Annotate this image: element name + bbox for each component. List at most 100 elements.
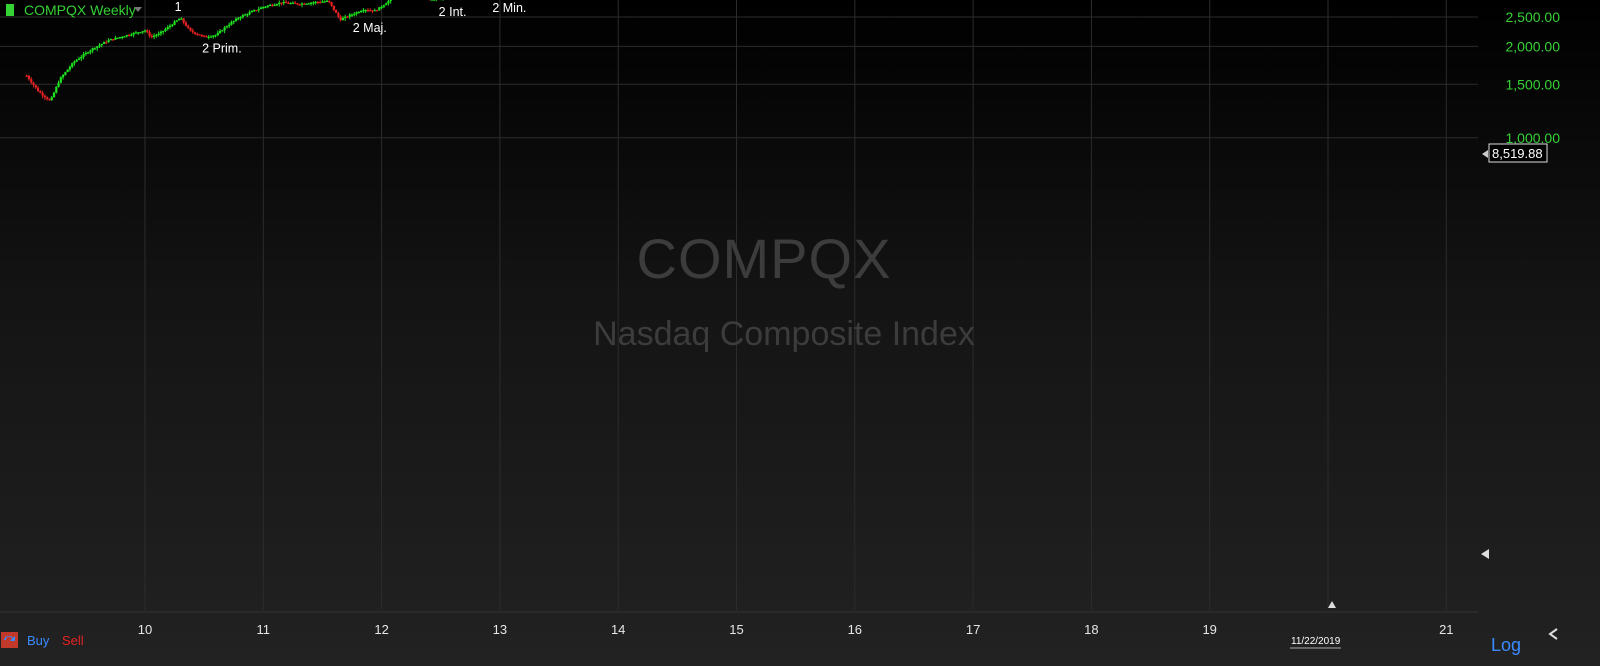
scroll-up-arrow-icon[interactable]: [1328, 601, 1336, 608]
candle-body: [309, 2, 313, 4]
candle-body: [337, 12, 340, 17]
x-tick-label: 18: [1084, 622, 1098, 637]
y-tick-label: 3,000.00: [1506, 0, 1561, 1]
candle-body: [355, 12, 358, 14]
candle-body: [171, 24, 174, 26]
candle-body: [264, 6, 267, 8]
candle-body: [262, 6, 265, 9]
candle-body: [312, 2, 315, 4]
candle-body: [187, 25, 190, 28]
candle-body: [123, 36, 126, 38]
sell-button[interactable]: Sell: [62, 633, 84, 648]
candle-body: [55, 86, 58, 93]
candle-body: [143, 30, 147, 32]
candle-body: [298, 4, 301, 6]
scroll-left-arrow-icon[interactable]: [1481, 549, 1489, 559]
candle-body: [150, 35, 153, 38]
candle-body: [366, 9, 370, 12]
candle-body: [289, 3, 292, 5]
candle-body: [214, 35, 217, 37]
candle-body: [248, 12, 251, 15]
candle-body: [159, 31, 163, 34]
candle-body: [294, 2, 297, 4]
candle-body: [178, 18, 181, 21]
candle-body: [373, 10, 376, 12]
buy-button[interactable]: Buy: [27, 633, 50, 648]
chevron-left-icon[interactable]: [1548, 628, 1558, 640]
x-tick-label: 16: [848, 622, 862, 637]
candle-body: [57, 82, 60, 87]
candle-body: [36, 87, 40, 92]
candle-body: [148, 32, 151, 36]
candle-body: [216, 32, 219, 36]
candle-body: [375, 10, 379, 12]
candle-body: [107, 40, 110, 43]
candle-body: [360, 11, 363, 13]
candle-body: [382, 5, 385, 7]
candle-body: [432, 0, 436, 1]
candle-body: [284, 1, 288, 4]
refresh-button[interactable]: [1, 632, 18, 648]
candle-body: [357, 12, 360, 14]
candle-body: [353, 13, 356, 16]
symbol-label: COMPQX Weekly: [24, 2, 136, 18]
candle-body: [153, 35, 156, 37]
candle-body: [175, 20, 178, 22]
date-tag: 11/22/2019: [1290, 636, 1341, 649]
candle-body: [39, 91, 42, 93]
x-tick-label: 13: [493, 622, 507, 637]
candle-body: [46, 97, 49, 100]
candle-body: [221, 30, 224, 32]
candle-body: [87, 52, 90, 54]
candle-body: [96, 46, 99, 49]
candle-body: [182, 18, 185, 23]
candle-body: [73, 61, 76, 64]
candle-body: [184, 22, 188, 26]
x-tick-label: 12: [374, 622, 388, 637]
symbol-selector[interactable]: COMPQX Weekly: [6, 2, 142, 18]
candle-body: [255, 10, 258, 12]
x-tick-label: 15: [729, 622, 743, 637]
candle-body: [43, 95, 46, 98]
candle-body: [168, 25, 172, 28]
candle-body: [387, 1, 390, 4]
candle-body: [189, 27, 192, 31]
chevron-down-icon: [134, 7, 142, 12]
candle-body: [275, 4, 279, 6]
candle-body: [71, 63, 74, 67]
candle-body: [212, 35, 215, 37]
candle-body: [130, 34, 133, 36]
candle-body: [209, 36, 213, 38]
candle-body: [339, 16, 342, 21]
candle-body: [223, 27, 226, 31]
watermark-name: Nasdaq Composite Index: [593, 315, 975, 353]
price-pointer-icon: [1482, 150, 1488, 158]
x-tick-label: 17: [966, 622, 980, 637]
candle-body: [198, 34, 201, 36]
candle-body: [330, 2, 333, 6]
candle-body: [191, 30, 194, 33]
last-price-value: 8,519.88: [1492, 146, 1543, 161]
candle-body: [271, 4, 274, 7]
candle-body: [64, 72, 67, 75]
candle-body: [253, 10, 256, 12]
candle-body: [362, 10, 365, 12]
candle-body: [323, 1, 326, 3]
candle-body: [232, 20, 235, 23]
candle-body: [48, 99, 51, 101]
candle-body: [112, 39, 115, 41]
candle-body: [91, 48, 94, 51]
candle-body: [137, 32, 140, 34]
candle-body: [287, 2, 290, 4]
candle-body: [380, 6, 383, 8]
refresh-icon: [4, 635, 15, 641]
log-scale-toggle[interactable]: Log: [1491, 635, 1521, 655]
candle-body: [291, 2, 294, 4]
candle-body: [303, 3, 306, 5]
candle-body: [371, 10, 374, 12]
wave-annotation: 1: [175, 0, 182, 14]
candle-body: [273, 4, 276, 7]
candle-body: [180, 18, 183, 20]
candle-body: [321, 1, 324, 3]
